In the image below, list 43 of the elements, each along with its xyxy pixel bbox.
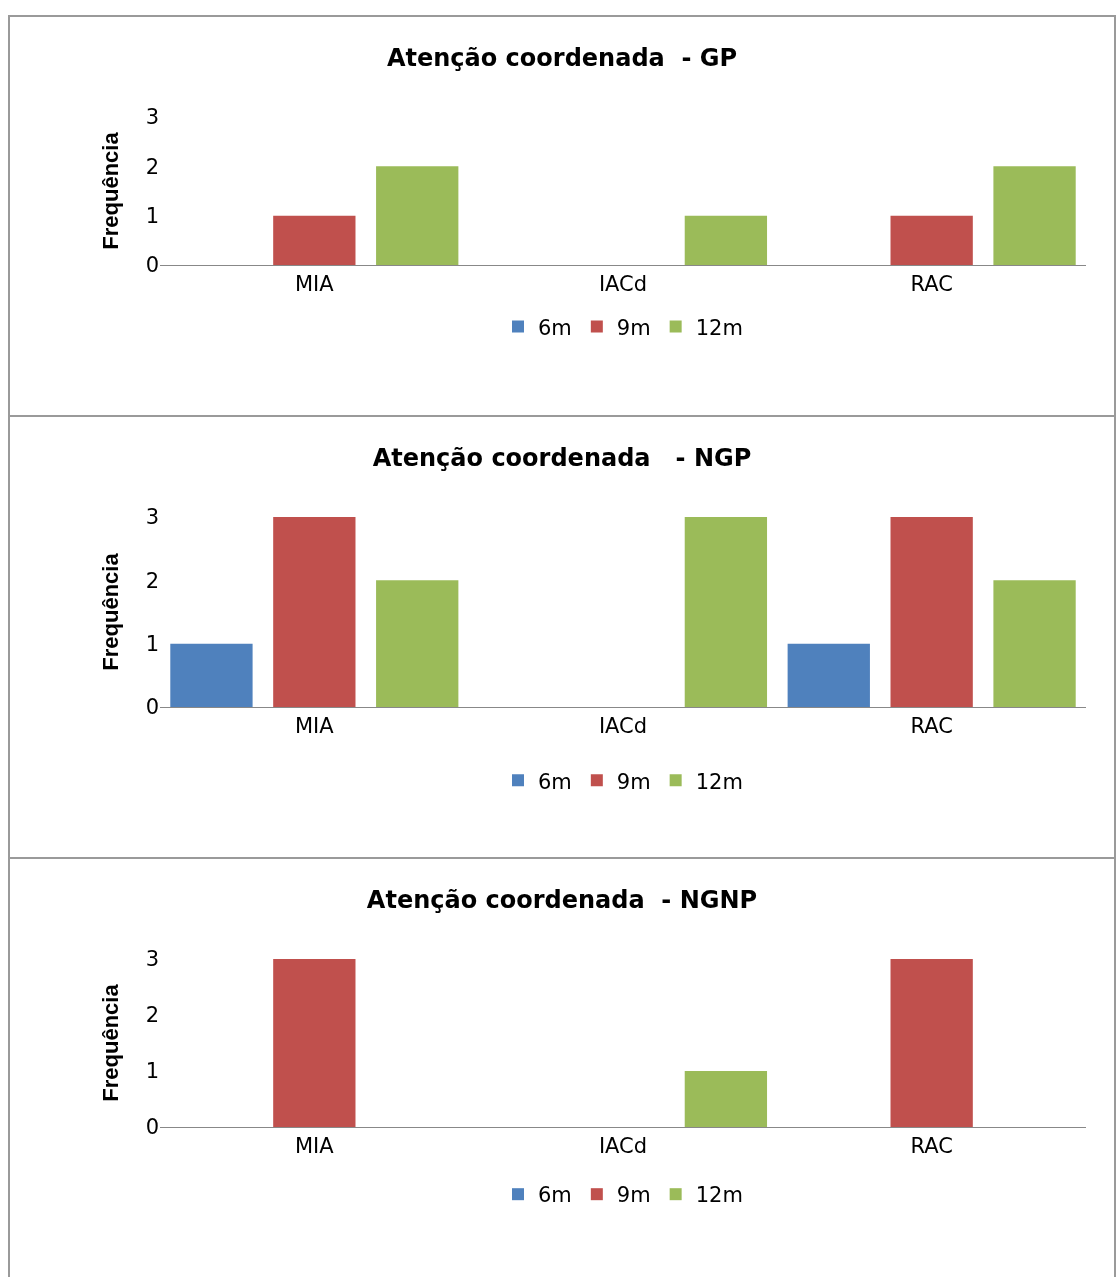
y-tick-label: 3 xyxy=(145,947,159,972)
legend-label: 6m xyxy=(538,1183,572,1208)
y-tick-label: 2 xyxy=(145,1003,159,1028)
x-tick-label: MIA xyxy=(294,714,335,739)
y-tick-label: 3 xyxy=(145,105,159,130)
y-tick-label: 2 xyxy=(145,568,159,593)
bar xyxy=(170,643,253,707)
x-tick-label: IACd xyxy=(598,1134,648,1159)
y-axis-title: Frequência xyxy=(98,552,124,671)
chart-title: Atenção coordenada - GP xyxy=(386,43,738,72)
legend-label: 9m xyxy=(616,1183,651,1208)
x-tick-label: RAC xyxy=(910,714,953,739)
y-tick-label: 0 xyxy=(145,253,159,278)
y-tick-label: 0 xyxy=(145,1115,159,1140)
legend-label: 12m xyxy=(695,769,743,794)
legend-label: 9m xyxy=(616,315,651,340)
y-axis-title: Frequência xyxy=(98,131,124,250)
legend-label: 12m xyxy=(695,1183,743,1208)
y-axis-title: Frequência xyxy=(98,983,124,1102)
bar xyxy=(684,517,768,707)
y-tick-label: 1 xyxy=(145,632,159,657)
y-tick-label: 1 xyxy=(145,204,159,229)
x-tick-label: IACd xyxy=(598,272,648,297)
legend-label: 9m xyxy=(616,769,651,794)
legend-label: 6m xyxy=(538,315,572,340)
bar xyxy=(993,580,1076,707)
y-tick-label: 2 xyxy=(145,154,159,179)
chart-title: Atenção coordenada - NGNP xyxy=(366,885,758,914)
chart-title: Atenção coordenada - NGP xyxy=(372,443,752,472)
x-tick-label: MIA xyxy=(294,272,335,297)
bar xyxy=(890,517,973,707)
legend-label: 6m xyxy=(538,769,572,794)
y-tick-label: 3 xyxy=(145,505,159,530)
bar xyxy=(273,517,356,707)
x-tick-label: IACd xyxy=(598,714,648,739)
y-tick-label: 0 xyxy=(145,695,159,720)
bar xyxy=(376,580,459,707)
x-tick-label: RAC xyxy=(910,1134,953,1159)
y-tick-label: 1 xyxy=(145,1059,159,1084)
legend-label: 12m xyxy=(695,315,743,340)
bar xyxy=(787,643,870,707)
x-tick-label: MIA xyxy=(294,1134,335,1159)
x-tick-label: RAC xyxy=(910,272,953,297)
